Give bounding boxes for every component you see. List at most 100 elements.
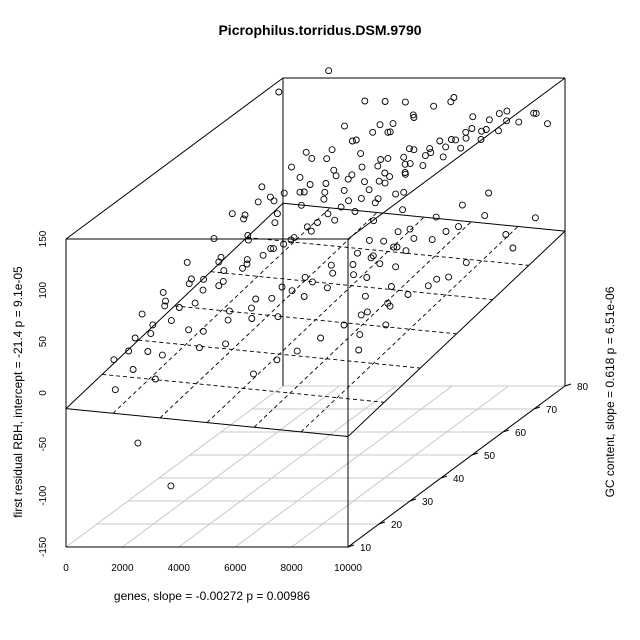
data-point: [167, 482, 175, 490]
data-point: [357, 194, 365, 202]
data-point: [392, 263, 400, 271]
data-point: [447, 98, 455, 106]
data-point: [306, 181, 314, 188]
data-point: [502, 231, 510, 238]
data-point: [307, 227, 315, 235]
data-point: [332, 172, 340, 180]
data-point: [447, 136, 455, 143]
data-point: [455, 223, 462, 231]
data-point: [331, 216, 339, 224]
data-point: [244, 232, 252, 239]
data-point: [384, 299, 392, 307]
data-point: [162, 297, 169, 305]
plane-grid-line: [210, 271, 493, 301]
floor-grid-line-x: [234, 385, 453, 548]
data-point: [495, 110, 503, 118]
box-frame-front: [65, 239, 566, 548]
data-point: [200, 275, 208, 283]
z-axis-ticks: -150 -100 -50 0 50 100 150: [38, 230, 49, 557]
data-point: [427, 149, 435, 157]
data-point: [185, 326, 193, 334]
x-tick-label: 8000: [280, 563, 303, 574]
data-point: [185, 280, 193, 288]
data-point: [365, 186, 373, 194]
data-point: [273, 210, 281, 218]
data-point: [410, 234, 418, 242]
data-point: [268, 294, 276, 302]
data-point: [344, 175, 352, 183]
data-point: [321, 188, 329, 196]
data-point: [199, 327, 207, 335]
data-point: [329, 269, 337, 277]
z-tick-label: 100: [38, 282, 49, 299]
y-tick-mark: [471, 452, 479, 456]
z-tick-label: -50: [38, 437, 49, 452]
data-point: [482, 126, 490, 133]
regression-plane: [65, 202, 566, 438]
data-point: [401, 160, 409, 168]
data-point: [280, 240, 288, 248]
data-point: [144, 348, 152, 355]
data-point: [215, 282, 223, 290]
data-point: [409, 111, 417, 119]
z-tick-label: 150: [38, 230, 49, 247]
data-point: [345, 197, 352, 205]
data-point: [358, 163, 366, 171]
data-point: [365, 236, 373, 244]
data-point: [323, 155, 331, 163]
data-point: [240, 215, 248, 223]
data-point: [110, 356, 118, 364]
floor-grid-line-x: [291, 385, 509, 548]
plane-grid-line: [300, 226, 519, 433]
data-point: [355, 346, 363, 354]
y-tick-mark: [440, 475, 448, 479]
data-point: [401, 170, 409, 178]
data-point: [462, 128, 470, 136]
data-point: [394, 228, 402, 236]
data-point: [390, 243, 398, 251]
floor-grid-line-x: [178, 385, 397, 548]
chart-title: Picrophilus.torridus.DSM.9790: [218, 22, 421, 38]
plane-grid-line: [138, 339, 421, 369]
x-tick-label: 4000: [168, 563, 191, 574]
data-point: [503, 117, 511, 125]
data-point: [248, 304, 255, 312]
data-point: [175, 304, 183, 311]
data-point: [314, 219, 321, 226]
data-point: [258, 183, 266, 191]
data-point: [462, 134, 470, 142]
z-tick-label: 0: [38, 390, 49, 396]
data-point: [376, 260, 384, 268]
data-point: [161, 302, 169, 310]
z-tick-label: 50: [38, 336, 49, 348]
data-point: [426, 145, 434, 153]
data-point: [503, 107, 511, 115]
data-point: [424, 282, 432, 290]
data-point: [399, 206, 407, 214]
data-point: [220, 267, 228, 275]
data-point: [363, 274, 371, 281]
plane-edge: [347, 230, 566, 437]
data-point: [273, 356, 281, 364]
data-point: [392, 190, 400, 198]
data-point: [199, 286, 207, 294]
data-point: [469, 113, 477, 121]
data-point: [341, 122, 348, 130]
data-point: [210, 235, 218, 243]
data-point: [351, 208, 359, 215]
data-point: [430, 102, 438, 110]
data-point: [406, 160, 414, 168]
y-tick-mark: [564, 383, 572, 387]
x-axis-ticks: 0 2000 4000 6000 8000 10000: [63, 563, 362, 574]
data-point: [374, 162, 382, 170]
data-point: [509, 244, 517, 252]
data-point: [349, 261, 357, 268]
y-tick-label: 50: [484, 451, 496, 462]
data-point: [457, 144, 465, 152]
y-axis-ticks: 10 20 30 40 50 60 70 80: [347, 382, 589, 554]
data-point: [387, 283, 395, 290]
data-point: [352, 136, 360, 144]
data-point: [439, 153, 447, 161]
data-point: [183, 258, 191, 266]
x-tick-label: 10000: [334, 563, 362, 574]
